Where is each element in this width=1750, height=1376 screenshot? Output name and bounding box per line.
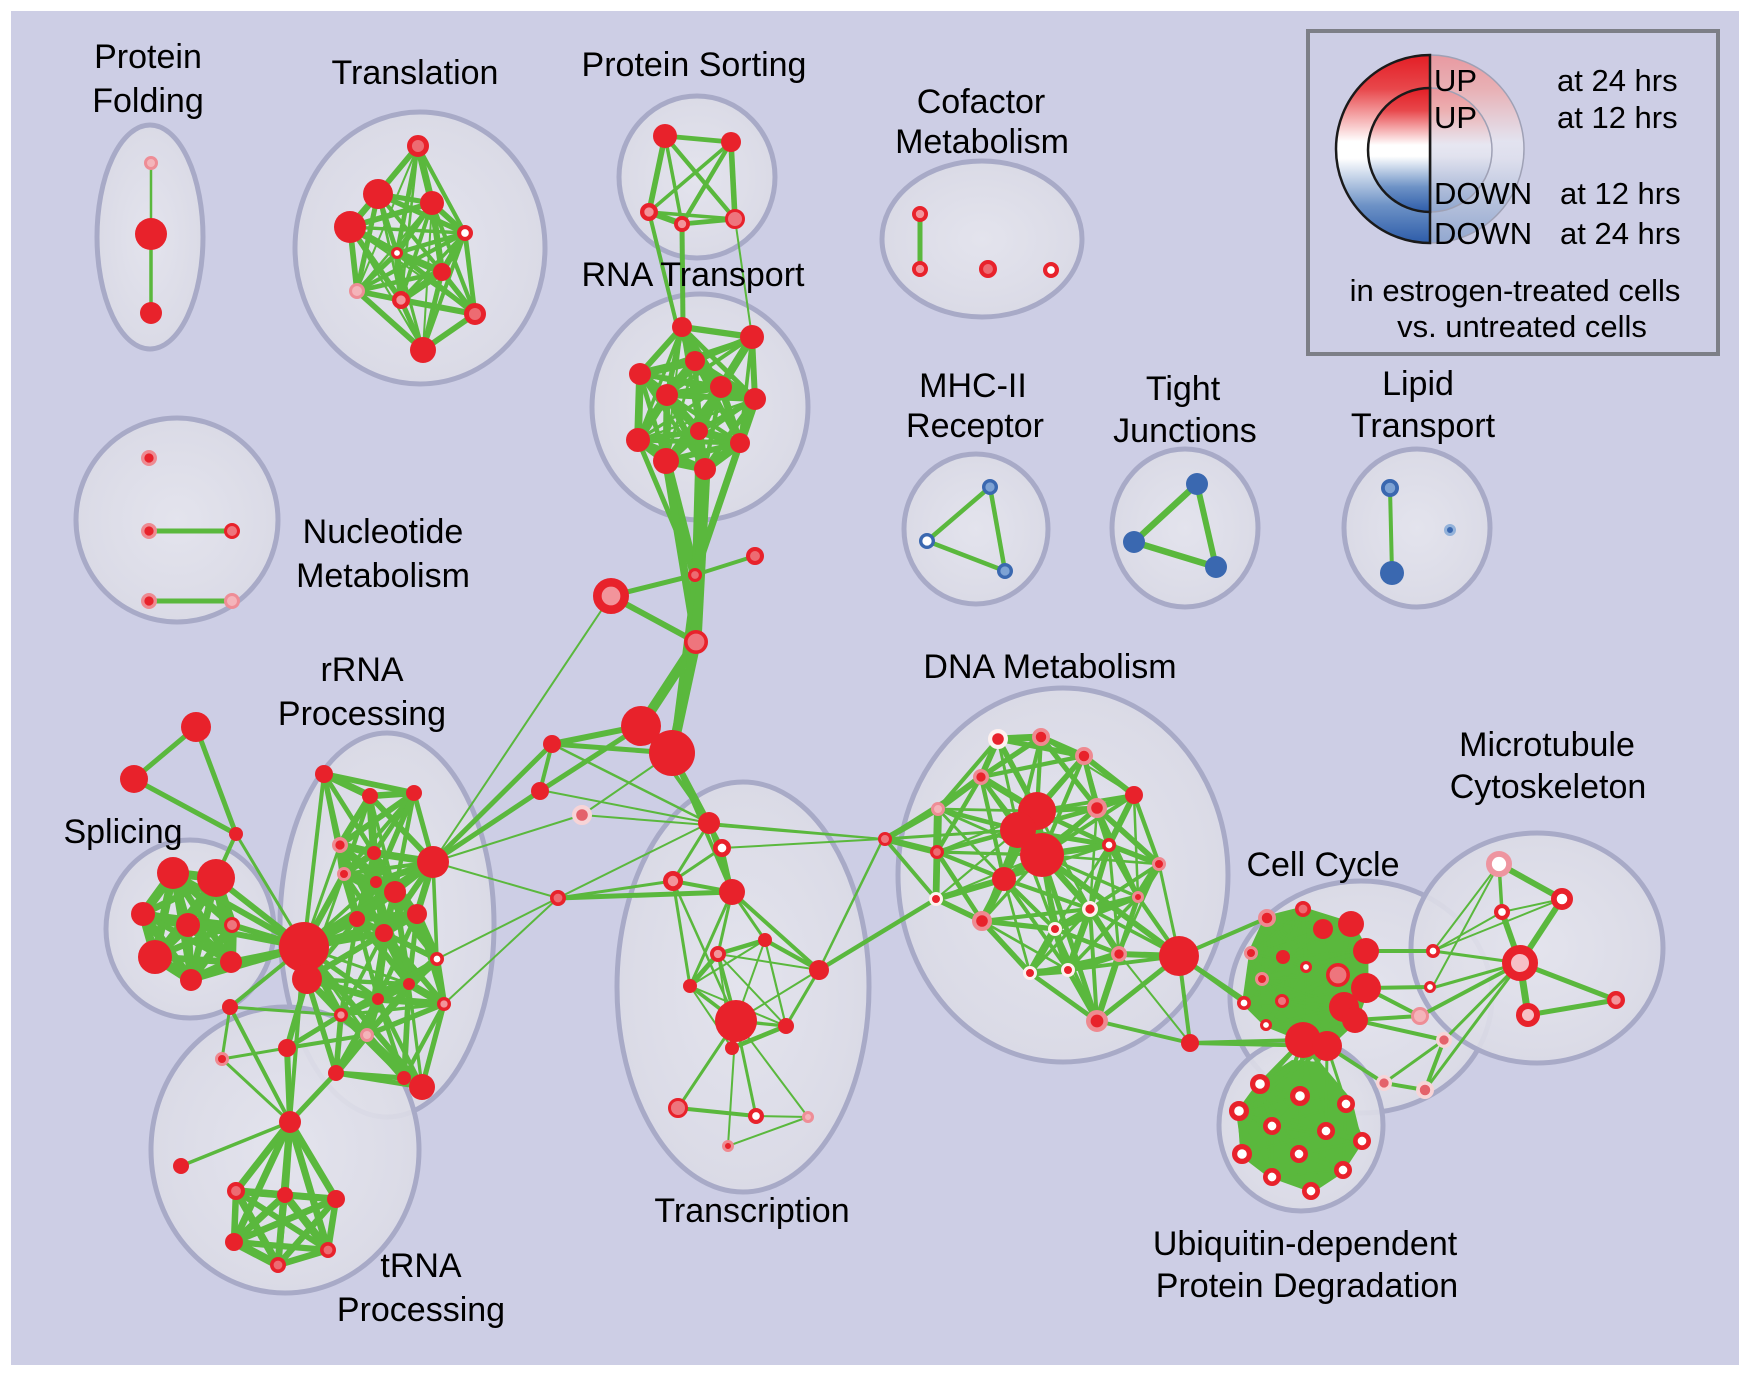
svg-text:DOWN: DOWN: [1434, 176, 1532, 211]
svg-text:at 24 hrs: at 24 hrs: [1557, 63, 1678, 98]
svg-text:Folding: Folding: [92, 82, 204, 120]
svg-text:Processing: Processing: [337, 1291, 505, 1329]
svg-text:at 12 hrs: at 12 hrs: [1557, 100, 1678, 135]
svg-text:Lipid: Lipid: [1382, 365, 1454, 403]
svg-text:tRNA: tRNA: [380, 1247, 462, 1285]
svg-text:Metabolism: Metabolism: [895, 123, 1069, 161]
svg-text:rRNA: rRNA: [320, 651, 403, 689]
svg-text:UP: UP: [1434, 100, 1477, 135]
svg-text:MHC-II: MHC-II: [919, 367, 1027, 405]
svg-text:Protein Degradation: Protein Degradation: [1156, 1267, 1458, 1305]
svg-text:Cofactor: Cofactor: [917, 83, 1046, 121]
svg-text:at 24 hrs: at 24 hrs: [1560, 216, 1681, 251]
svg-text:Processing: Processing: [278, 695, 446, 733]
svg-text:Transcription: Transcription: [654, 1192, 849, 1230]
svg-text:Junctions: Junctions: [1113, 412, 1257, 450]
svg-text:Microtubule: Microtubule: [1459, 726, 1635, 764]
svg-text:vs. untreated cells: vs. untreated cells: [1397, 309, 1647, 344]
svg-text:UP: UP: [1434, 63, 1477, 98]
svg-text:DOWN: DOWN: [1434, 216, 1532, 251]
svg-text:Translation: Translation: [332, 54, 499, 92]
svg-text:at 12 hrs: at 12 hrs: [1560, 176, 1681, 211]
svg-text:Nucleotide: Nucleotide: [303, 513, 464, 551]
svg-text:Cell Cycle: Cell Cycle: [1246, 846, 1399, 884]
svg-text:Splicing: Splicing: [63, 813, 182, 851]
svg-text:in estrogen-treated cells: in estrogen-treated cells: [1350, 273, 1681, 308]
svg-text:Transport: Transport: [1351, 407, 1496, 445]
svg-text:Protein: Protein: [94, 38, 202, 76]
svg-text:Tight: Tight: [1146, 370, 1221, 408]
svg-text:Receptor: Receptor: [906, 407, 1044, 445]
svg-text:Metabolism: Metabolism: [296, 557, 470, 595]
svg-text:RNA Transport: RNA Transport: [582, 256, 806, 294]
svg-text:Protein Sorting: Protein Sorting: [582, 46, 807, 84]
svg-text:Ubiquitin-dependent: Ubiquitin-dependent: [1153, 1225, 1458, 1263]
svg-text:DNA Metabolism: DNA Metabolism: [923, 648, 1176, 686]
svg-text:Cytoskeleton: Cytoskeleton: [1450, 768, 1647, 806]
